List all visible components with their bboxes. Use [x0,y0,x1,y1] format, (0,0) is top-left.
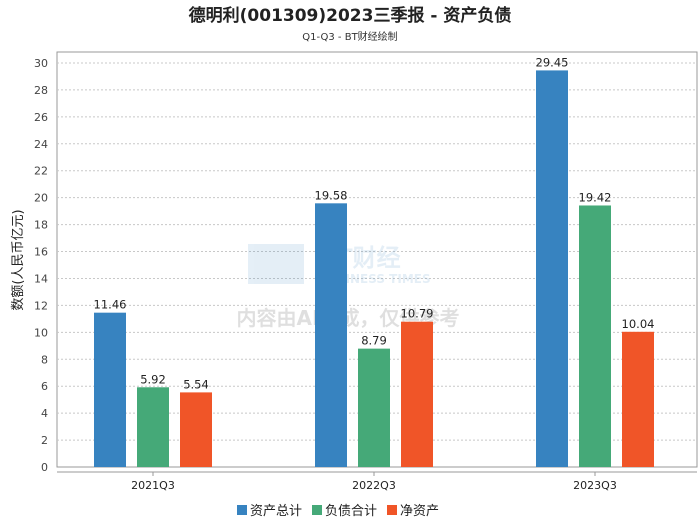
legend-swatch [312,505,322,515]
data-label: 29.45 [536,55,569,69]
y-tick-label: 8 [41,353,48,366]
legend-swatch [387,505,397,515]
data-label: 19.58 [315,188,348,202]
data-label: 19.42 [579,190,612,204]
y-tick-label: 2 [41,434,48,447]
legend-label: 资产总计 [250,504,302,519]
bar [180,392,212,467]
y-tick-label: 0 [41,461,48,474]
data-label: 11.46 [94,298,127,312]
y-tick-label: 24 [34,138,48,151]
bar [315,203,347,467]
y-axis-label: 数额(人民币亿元) [11,209,26,310]
x-tick-label: 2022Q3 [352,479,396,492]
data-label: 5.92 [140,372,166,386]
data-label: 10.04 [622,317,655,331]
bar [579,205,611,467]
y-tick-label: 6 [41,380,48,393]
bar [358,348,390,467]
y-tick-label: 30 [34,57,48,70]
y-tick-label: 16 [34,246,48,259]
data-label: 8.79 [361,334,387,348]
legend-swatch [237,505,247,515]
legend-label: 负债合计 [325,504,377,519]
x-tick-label: 2023Q3 [573,479,617,492]
chart-title: 德明利(001309)2023三季报 - 资产负债 [189,5,512,26]
y-tick-label: 22 [34,165,48,178]
bar [536,70,568,467]
legend-label: 净资产 [400,504,439,519]
bar [622,331,654,467]
y-tick-label: 28 [34,84,48,97]
bar [137,387,169,467]
y-tick-label: 14 [34,272,48,285]
bar [401,321,433,467]
y-tick-label: 26 [34,111,48,124]
y-tick-label: 10 [34,326,48,339]
bar [94,312,126,467]
y-tick-label: 20 [34,192,48,205]
y-tick-label: 4 [41,407,48,420]
x-tick-label: 2021Q3 [131,479,175,492]
chart-subtitle: Q1-Q3 - BT财经绘制 [302,30,397,43]
y-tick-label: 12 [34,299,48,312]
y-tick-label: 18 [34,219,48,232]
data-label: 10.79 [401,307,434,321]
data-label: 5.54 [183,377,209,391]
